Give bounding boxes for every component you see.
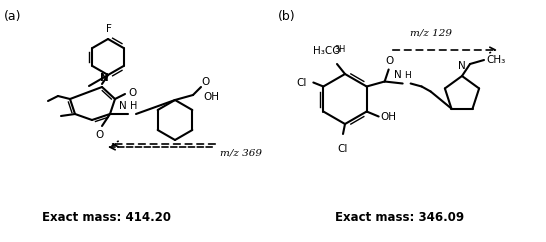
Text: O: O bbox=[201, 77, 209, 87]
Text: OH: OH bbox=[203, 92, 219, 102]
Text: (a): (a) bbox=[4, 10, 21, 23]
Text: H: H bbox=[130, 101, 138, 111]
Text: CH₃: CH₃ bbox=[486, 55, 505, 65]
Text: m/z 369: m/z 369 bbox=[220, 148, 262, 157]
Text: H: H bbox=[338, 45, 344, 54]
Text: O: O bbox=[385, 56, 394, 67]
Text: m/z 129: m/z 129 bbox=[410, 28, 452, 37]
Text: Exact mass: 346.09: Exact mass: 346.09 bbox=[335, 211, 465, 224]
Text: Cl: Cl bbox=[296, 77, 306, 88]
Text: H₃CO: H₃CO bbox=[313, 46, 341, 56]
Text: Cl: Cl bbox=[338, 144, 348, 154]
Text: H: H bbox=[403, 70, 411, 80]
Text: O: O bbox=[96, 130, 104, 140]
Text: O: O bbox=[128, 88, 136, 98]
Text: F: F bbox=[106, 24, 112, 34]
Text: N: N bbox=[394, 69, 402, 80]
Text: N: N bbox=[119, 101, 127, 111]
Text: N: N bbox=[458, 61, 466, 71]
Text: Exact mass: 414.20: Exact mass: 414.20 bbox=[43, 211, 171, 224]
Text: N: N bbox=[99, 73, 108, 83]
Text: OH: OH bbox=[381, 112, 396, 121]
Text: 3: 3 bbox=[335, 45, 340, 54]
Text: (b): (b) bbox=[278, 10, 295, 23]
